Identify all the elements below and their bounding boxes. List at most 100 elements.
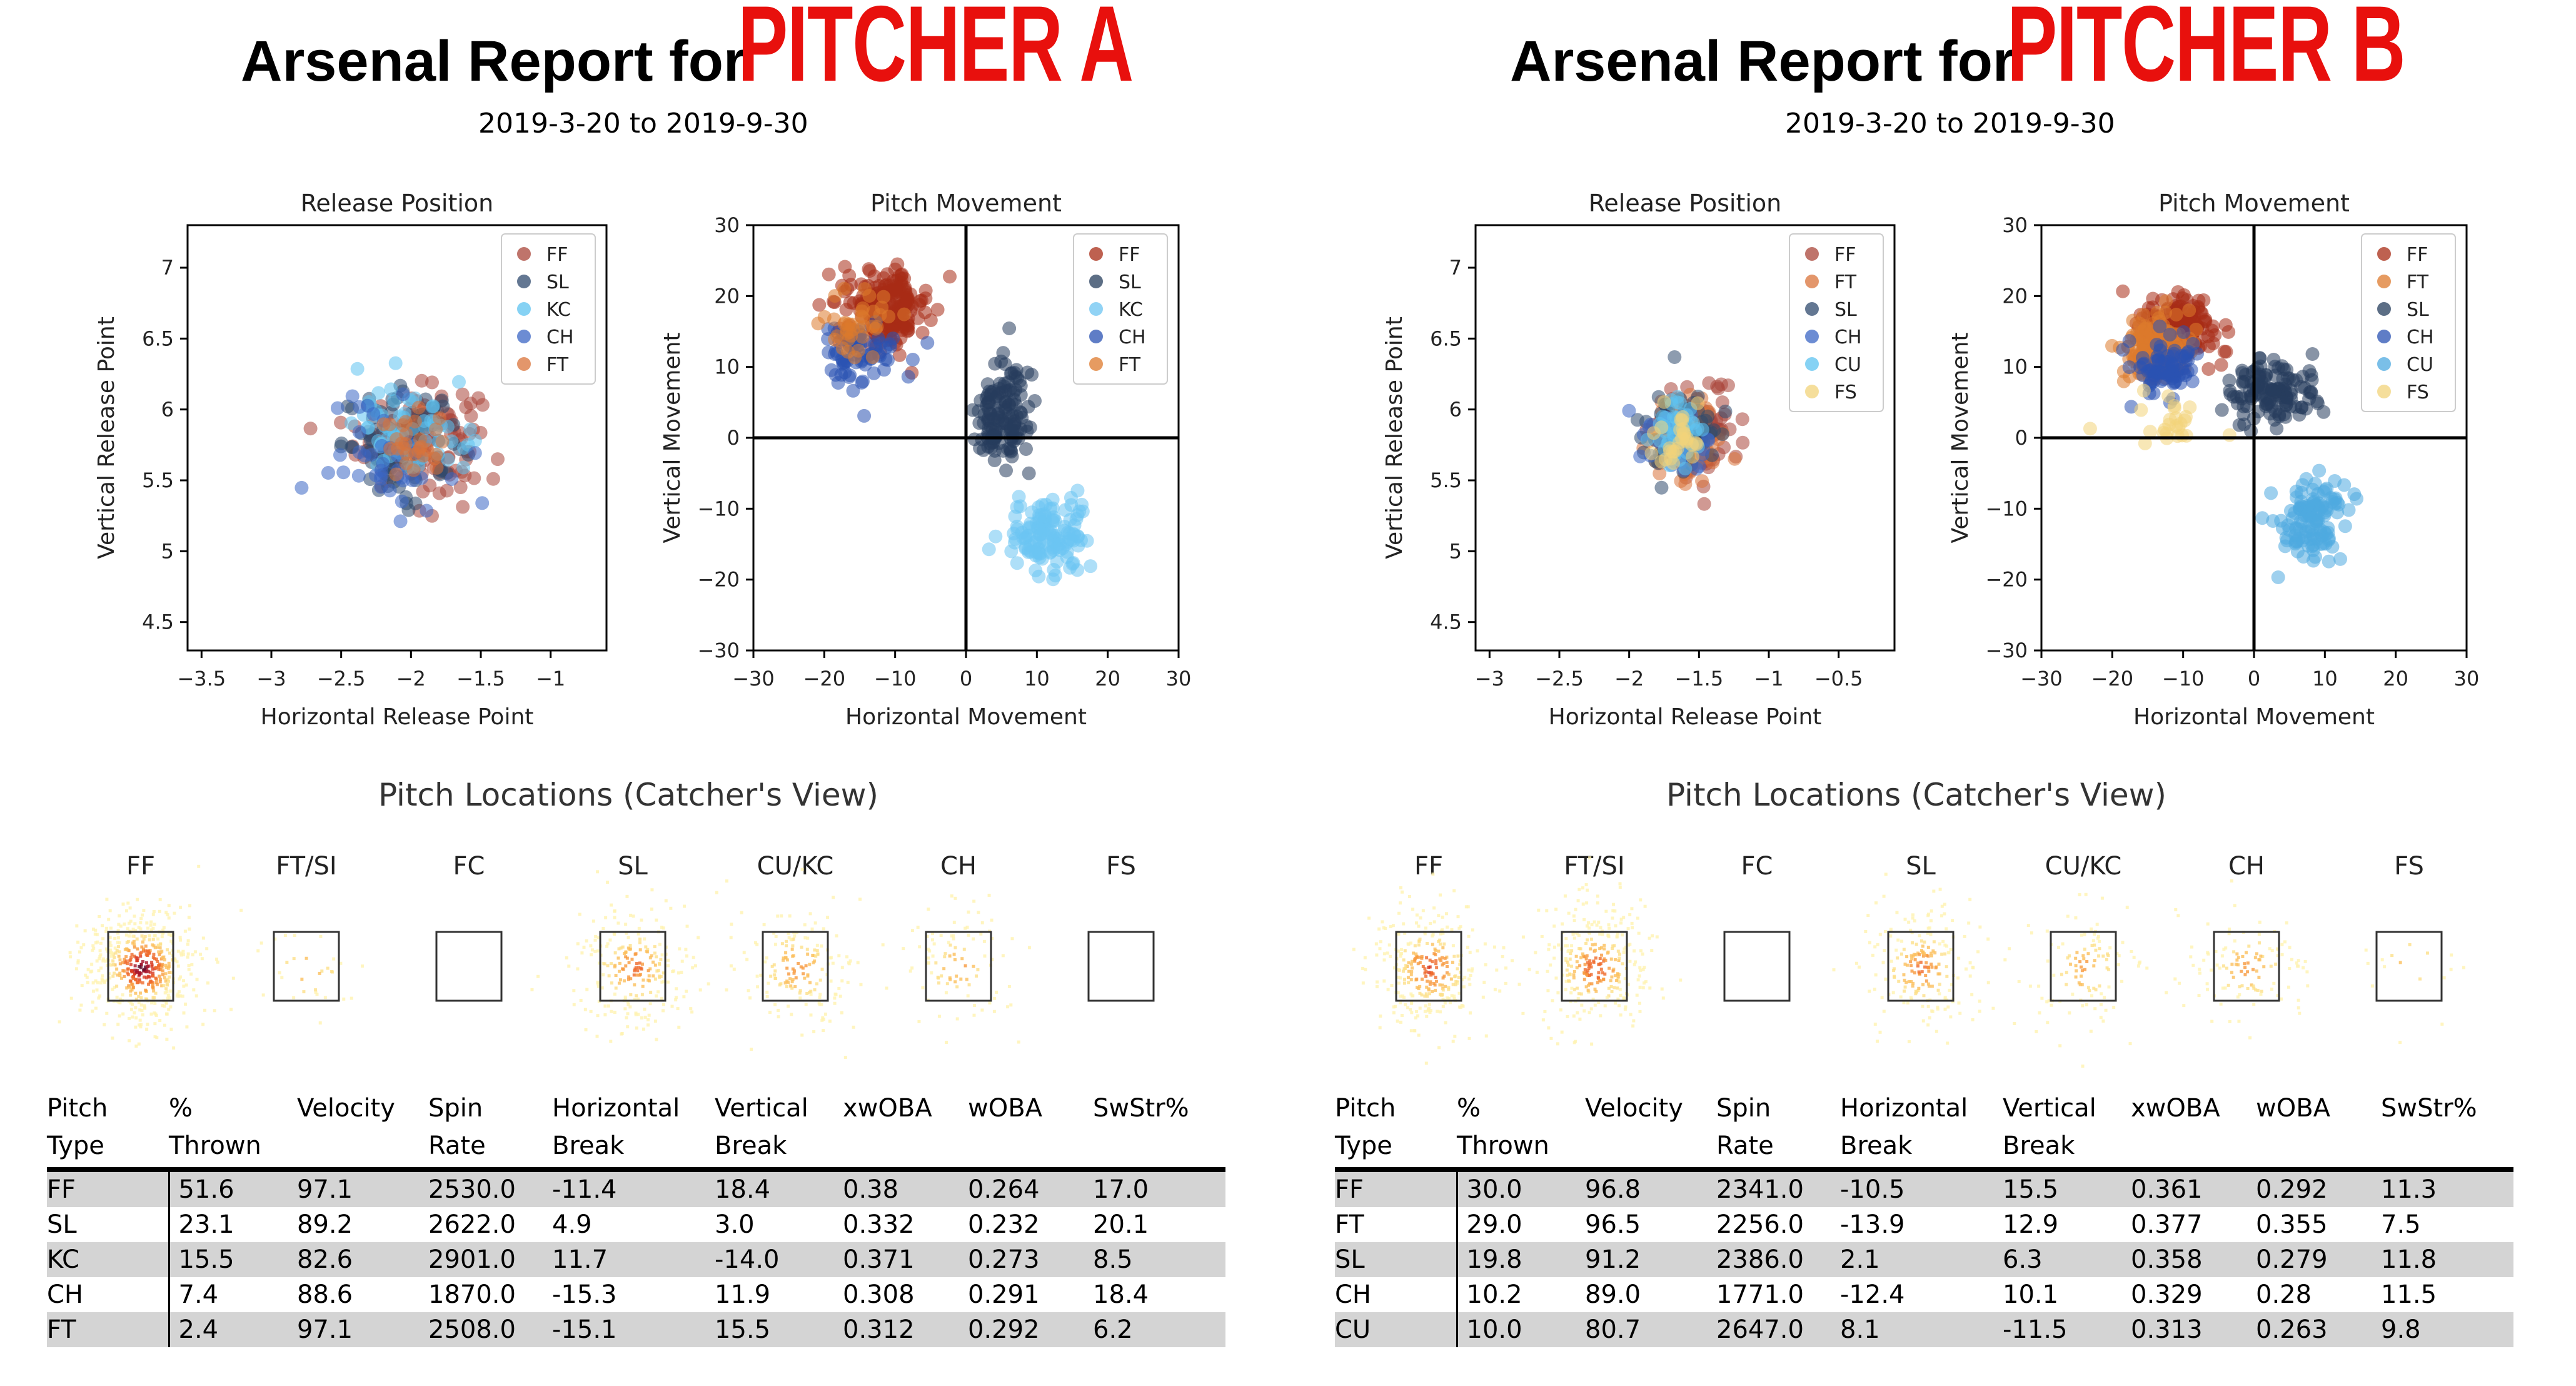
- heat-point: [667, 958, 670, 962]
- heat-point: [1921, 944, 1924, 948]
- heat-point: [2060, 973, 2063, 976]
- heat-point: [1447, 996, 1451, 1000]
- heat-point: [164, 1001, 168, 1004]
- heat-point: [785, 958, 789, 962]
- heat-point: [1482, 981, 1486, 984]
- heat-point: [128, 934, 131, 938]
- heat-point: [1419, 916, 1422, 920]
- data-point: [877, 290, 891, 304]
- heat-point: [613, 916, 616, 919]
- heat-point: [649, 991, 653, 994]
- heat-point: [637, 926, 641, 930]
- heat-point: [1443, 1001, 1447, 1005]
- heat-point: [177, 990, 181, 994]
- data-point: [1075, 504, 1090, 518]
- data-point: [1668, 350, 1682, 364]
- heat-point: [762, 923, 766, 926]
- data-point: [901, 370, 915, 384]
- table-cell: 9.8: [2381, 1312, 2513, 1347]
- heat-point: [1406, 942, 1410, 946]
- heat-point: [161, 1004, 164, 1008]
- heat-point: [2085, 959, 2089, 963]
- heat-point: [1415, 977, 1419, 981]
- heat-point: [803, 936, 807, 939]
- heat-point: [1598, 957, 1602, 961]
- heat-point: [776, 914, 780, 918]
- heat-point: [977, 911, 980, 914]
- table-cell: 11.9: [715, 1280, 771, 1309]
- legend-marker: [2377, 302, 2391, 316]
- table-cell: 2647.0: [1716, 1312, 1840, 1347]
- heat-point: [126, 973, 130, 976]
- heat-point: [1946, 1041, 1950, 1045]
- heat-point: [800, 945, 803, 949]
- heat-point: [1575, 960, 1579, 964]
- heat-point: [1622, 951, 1626, 954]
- heat-point: [940, 974, 943, 978]
- heat-point: [116, 931, 120, 935]
- data-point: [2116, 284, 2130, 298]
- heat-point: [1610, 989, 1614, 993]
- data-point: [1007, 393, 1022, 407]
- heat-point: [1614, 1001, 1618, 1005]
- heat-point: [136, 959, 139, 963]
- heat-point: [1406, 1006, 1410, 1009]
- data-point: [2178, 413, 2192, 428]
- heat-point: [616, 921, 620, 925]
- column-header: Spin Rate: [1716, 1090, 1840, 1172]
- heat-point: [1597, 978, 1601, 982]
- heat-point: [691, 966, 695, 969]
- heat-point: [655, 955, 658, 959]
- heat-point: [638, 961, 641, 965]
- heat-point: [2258, 920, 2262, 924]
- location-heatmap-fc: [1723, 931, 1791, 1002]
- heat-point: [1622, 996, 1626, 1000]
- location-label-sl: SL: [1906, 852, 1936, 881]
- heat-point: [112, 963, 116, 966]
- heat-point: [635, 1026, 638, 1030]
- heat-point: [677, 1025, 681, 1029]
- heat-point: [818, 996, 822, 999]
- data-point: [468, 446, 482, 460]
- heat-point: [1599, 962, 1602, 966]
- heat-point: [1566, 960, 1569, 964]
- heat-point: [2237, 1019, 2241, 1023]
- heat-point: [1940, 953, 1944, 956]
- heat-point: [1616, 997, 1620, 1001]
- location-label-fs: FS: [1106, 852, 1136, 881]
- heat-point: [2104, 1008, 2108, 1012]
- heat-point: [1587, 990, 1591, 994]
- heat-point: [133, 1011, 136, 1014]
- heat-point: [636, 1013, 640, 1016]
- heat-point: [1968, 961, 1972, 964]
- heat-point: [145, 921, 149, 925]
- heat-point: [748, 996, 752, 1000]
- heat-point: [142, 908, 146, 912]
- heat-point: [1416, 1014, 1420, 1018]
- heat-point: [2008, 947, 2011, 951]
- heat-point: [1445, 955, 1449, 959]
- heat-point: [1504, 981, 1507, 985]
- heat-point: [1882, 1009, 1886, 1013]
- heat-point: [2248, 1036, 2252, 1040]
- heat-point: [603, 1004, 607, 1008]
- heat-point: [646, 950, 650, 954]
- heat-point: [151, 985, 155, 989]
- heat-point: [627, 975, 631, 979]
- heat-point: [2383, 965, 2387, 969]
- data-point: [862, 288, 877, 303]
- y-tick-label: 20: [714, 284, 740, 308]
- heat-point: [613, 933, 616, 936]
- heat-point: [1575, 966, 1579, 969]
- heat-point: [671, 970, 675, 974]
- data-point: [812, 298, 827, 312]
- heat-point: [1864, 929, 1868, 933]
- table-row: FF 51.6 97.1 2530.0 -11.4 18.4 0.38 0.264 17.0: [47, 1170, 1225, 1207]
- heat-point: [1547, 943, 1551, 947]
- heat-point: [187, 968, 191, 971]
- column-header: Velocity: [297, 1090, 428, 1172]
- heat-point: [167, 1008, 171, 1011]
- heat-point: [918, 945, 922, 949]
- heat-point: [930, 971, 933, 974]
- table-cell: 2.4: [169, 1312, 297, 1347]
